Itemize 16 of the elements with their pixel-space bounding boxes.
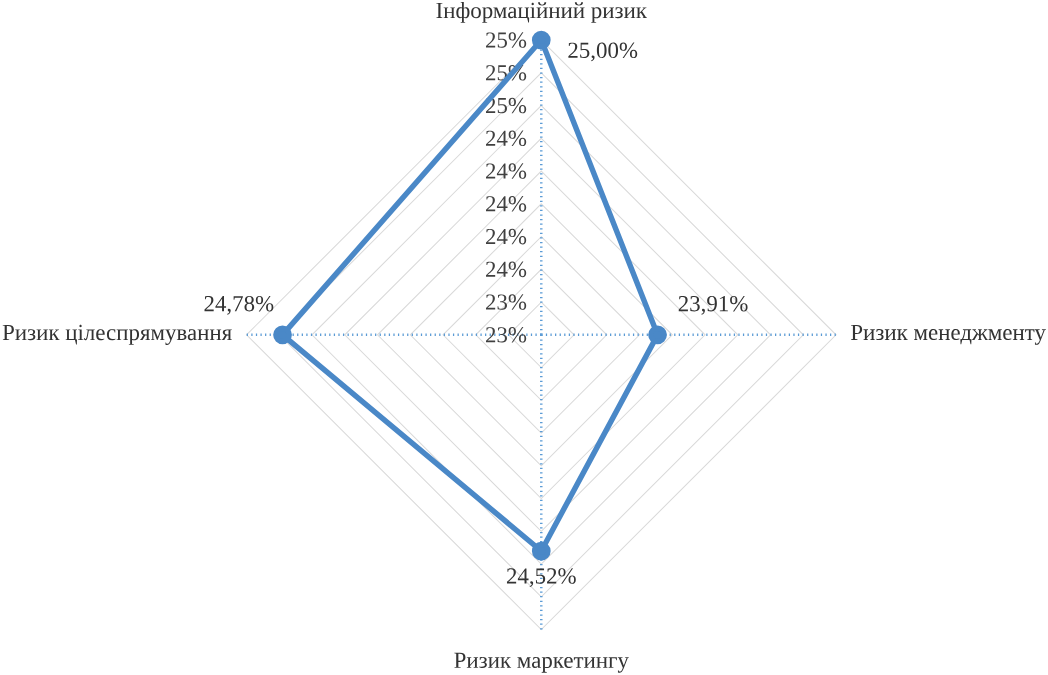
y-tick-label: 24%: [486, 228, 527, 245]
data-label: 23,91%: [678, 296, 748, 315]
spoke-label: Ризик маркетингу: [454, 652, 629, 673]
spoke-label: Інформаційний ризик: [436, 2, 647, 23]
spoke-label: Ризик цілеспрямування: [2, 324, 232, 345]
y-tick-label: 24%: [486, 261, 527, 278]
y-tick-label: 23%: [486, 294, 527, 310]
data-label: 24,52%: [506, 568, 576, 588]
y-tick-label: 23%: [486, 327, 527, 343]
y-tick-label: 24%: [486, 196, 527, 212]
spoke-label: Ризик менеджменту: [850, 324, 1046, 345]
y-tick-label: 24%: [486, 130, 527, 147]
y-tick-label: 25%: [486, 32, 527, 48]
data-label: 24,78%: [204, 296, 274, 315]
y-tick-label: 24%: [486, 163, 527, 179]
data-label: 25,00%: [568, 42, 638, 62]
